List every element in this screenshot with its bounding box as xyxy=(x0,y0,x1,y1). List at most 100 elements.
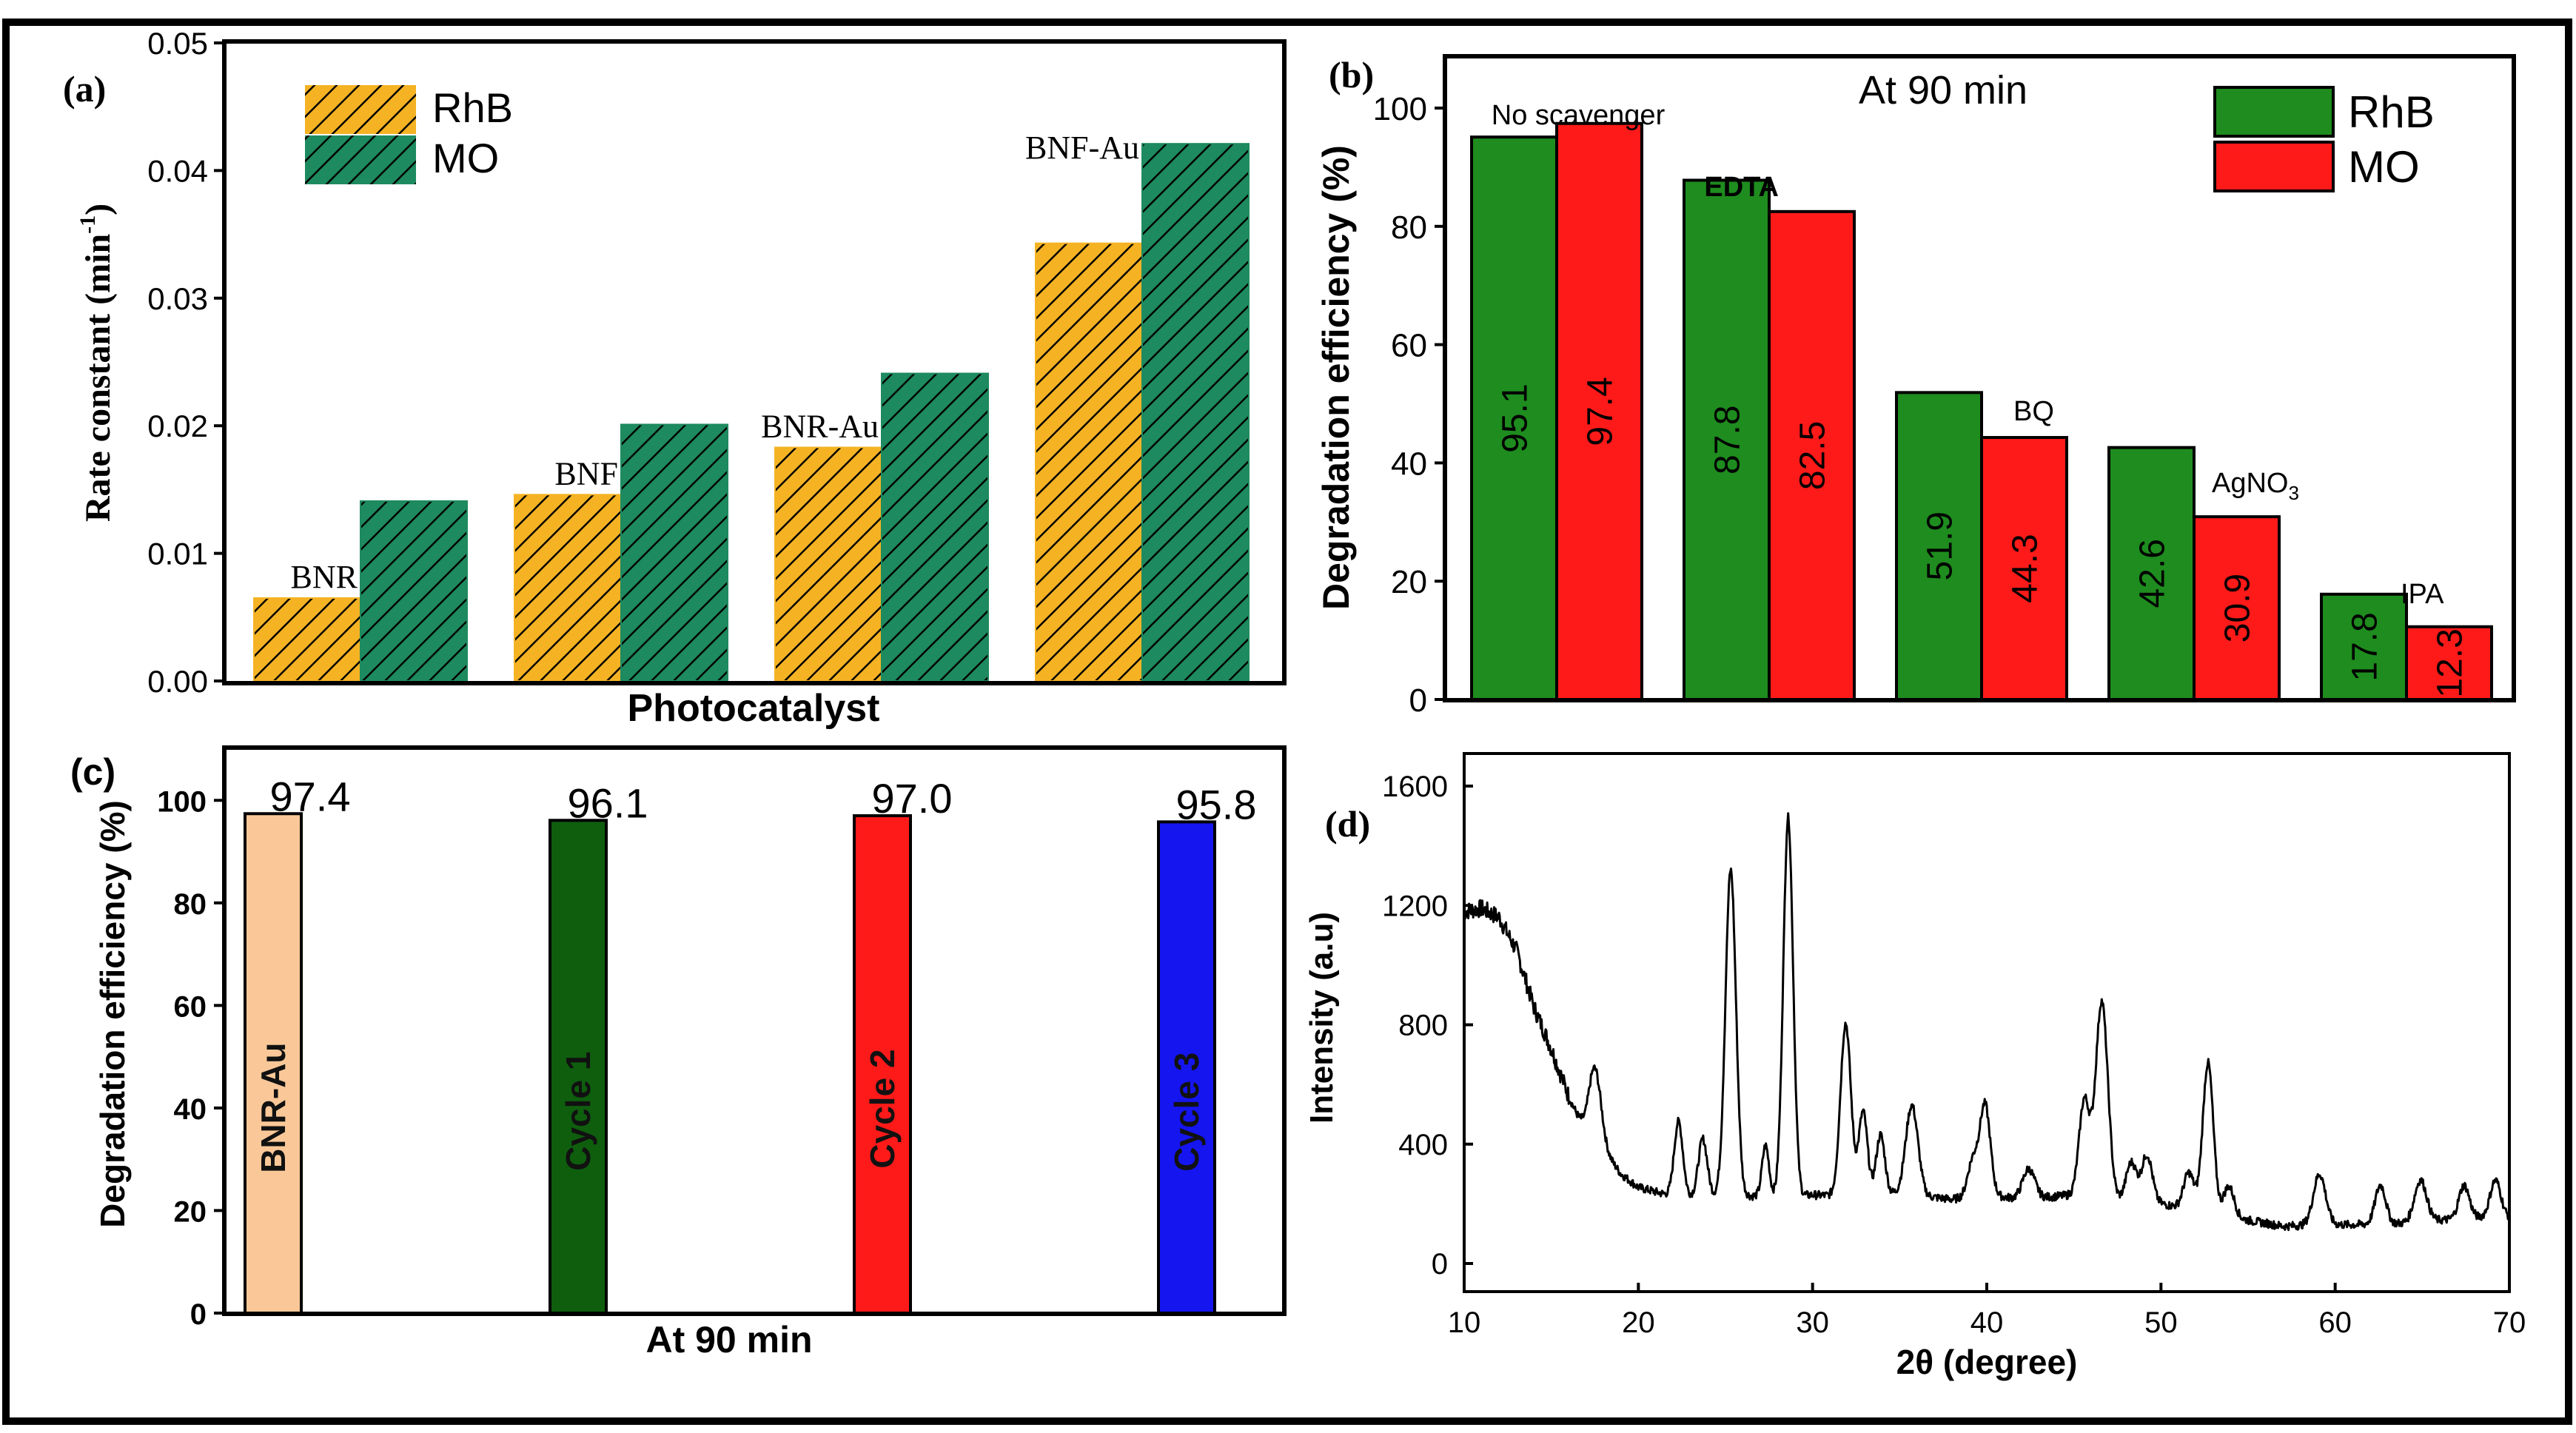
y-tick-label-a: 0.02 xyxy=(147,409,208,443)
y-axis-label-a: Rate constant (min-1) xyxy=(76,204,118,522)
x-axis-label-c: At 90 min xyxy=(645,1319,812,1360)
value-label-rhb: 17.8 xyxy=(2346,612,2385,681)
plot-frame-c xyxy=(222,745,1287,1316)
x-tick-label-d: 10 xyxy=(1448,1306,1481,1339)
x-axis-label-d: 2θ (degree) xyxy=(1896,1343,2078,1381)
legend-label-mo-b: MO xyxy=(2348,142,2420,192)
y-tick-label-d: 400 xyxy=(1398,1129,1448,1161)
value-label-mo: 12.3 xyxy=(2431,628,2470,697)
bar-rhb-bnr-au xyxy=(774,446,882,682)
legend-swatch-rhb-a xyxy=(305,85,416,134)
bar-mo-bnf xyxy=(620,423,728,682)
y-tick-label-a: 0.04 xyxy=(147,153,208,188)
y-tick-label-c: 80 xyxy=(174,888,207,921)
x-axis-label-a: Photocatalyst xyxy=(628,687,880,730)
bar-mo-agno xyxy=(2193,515,2281,702)
y-tick-label-b: 80 xyxy=(1391,209,1427,246)
value-label-cycle-1: 96.1 xyxy=(568,779,648,826)
y-tick-label-c: 0 xyxy=(190,1298,207,1331)
category-label-bnr-au: BNR-Au xyxy=(761,409,879,445)
legend-label-rhb-b: RhB xyxy=(2348,87,2435,137)
x-tick-label-d: 20 xyxy=(1622,1306,1655,1339)
bar-rhb-no-scavenger xyxy=(1470,135,1558,701)
y-tick-label-c: 40 xyxy=(174,1093,207,1126)
value-label-mo: 82.5 xyxy=(1794,421,1833,490)
plot-frame-b xyxy=(1443,54,2516,702)
category-label-ipa: IPA xyxy=(2401,579,2444,610)
y-tick-label-d: 1600 xyxy=(1382,771,1448,803)
x-tick-label-d: 50 xyxy=(2144,1306,2178,1339)
value-label-cycle-3: 95.8 xyxy=(1176,781,1257,828)
y-tick-label-b: 0 xyxy=(1409,682,1427,719)
bar-rhb-bnr xyxy=(253,597,361,682)
bar-rhb-bnf xyxy=(514,494,622,682)
legend-label-rhb-a: RhB xyxy=(432,84,513,131)
value-label-rhb: 42.6 xyxy=(2133,539,2173,608)
y-axis-label-d: Intensity (a.u) xyxy=(1304,912,1340,1124)
category-label-bnr-au: BNR-Au xyxy=(254,1042,292,1172)
value-label-rhb: 51.9 xyxy=(1921,511,1960,580)
xrd-pattern-line xyxy=(1463,812,2511,1232)
value-label-rhb: 95.1 xyxy=(1496,383,1535,452)
y-axis-label-a-end: ) xyxy=(78,204,118,215)
y-tick-label-a: 0.05 xyxy=(147,26,208,61)
panel-d: (d) 10 20 30 40 50 60 70 0 400 800 1200 1600 2θ (d… xyxy=(1304,752,2526,1381)
x-tick-label-d: 30 xyxy=(1796,1306,1829,1339)
x-tick-label-d: 60 xyxy=(2318,1306,2352,1339)
panel-label-d: (d) xyxy=(1325,803,1370,845)
category-label-bnf-au: BNF-Au xyxy=(1025,130,1139,166)
panel-c: (c) 97.4 BNR-Au 96.1 Cycle 1 97.0 Cycle 2 95.8… xyxy=(70,745,1287,1360)
panel-label-c: (c) xyxy=(70,751,115,793)
bar-rhb-bq xyxy=(1895,391,1983,701)
legend-swatch-mo-a xyxy=(305,135,416,184)
y-tick-label-c: 20 xyxy=(174,1195,207,1228)
category-label-bnf: BNF xyxy=(554,455,618,491)
y-tick-label-a: 0.01 xyxy=(147,537,208,571)
panel-b: (b) 95.1 97.4 87.8 82.5 51.9 44.3 42.6 30.9 17.8… xyxy=(1315,54,2516,719)
y-tick-label-d: 800 xyxy=(1398,1010,1448,1042)
y-tick-label-c: 60 xyxy=(174,990,207,1023)
category-label-cycle-2: Cycle 2 xyxy=(863,1049,902,1168)
y-axis-label-b: Degradation efficiency (%) xyxy=(1315,145,1357,610)
y-axis-label-c: Degradation efficiency (%) xyxy=(93,800,132,1228)
bar-bnr-au xyxy=(244,812,303,1315)
bar-rhb-bnf-au xyxy=(1035,242,1143,682)
y-tick-label-b: 60 xyxy=(1391,328,1427,364)
category-label-edta: EDTA xyxy=(1704,172,1779,203)
category-subscript: 3 xyxy=(2288,482,2298,504)
bar-cycle-1 xyxy=(549,819,608,1315)
value-label-mo: 44.3 xyxy=(2006,534,2045,603)
x-tick-label-d: 40 xyxy=(1970,1306,2004,1339)
category-label-cycle-3: Cycle 3 xyxy=(1167,1053,1206,1172)
legend-label-mo-a: MO xyxy=(432,135,499,181)
panel-label-b: (b) xyxy=(1329,54,1374,95)
y-tick-label-c: 100 xyxy=(157,785,207,818)
y-axis-label-a-sup: -1 xyxy=(76,215,100,234)
value-label-bnr-au: 97.4 xyxy=(270,773,351,819)
category-label-no-scavenger: No scavenger xyxy=(1492,100,1666,131)
value-label-mo: 97.4 xyxy=(1581,377,1620,446)
x-tick-label-d: 70 xyxy=(2493,1306,2526,1339)
bar-rhb-ipa xyxy=(2320,592,2408,702)
bar-rhb-agno xyxy=(2107,446,2196,701)
bar-mo-bnr-au xyxy=(881,372,989,682)
chart-title-b: At 90 min xyxy=(1859,68,2027,113)
bar-mo-edta xyxy=(1768,209,1856,701)
bar-mo-no-scavenger xyxy=(1555,121,1643,702)
bar-mo-bnf-au xyxy=(1141,143,1250,682)
y-tick-label-b: 40 xyxy=(1391,446,1427,482)
panel-label-a: (a) xyxy=(63,68,106,110)
category-label-bnr: BNR xyxy=(291,559,358,595)
category-label-cycle-1: Cycle 1 xyxy=(559,1052,597,1171)
y-tick-label-b: 100 xyxy=(1373,91,1427,127)
bar-mo-bq xyxy=(1980,436,2068,702)
y-axis-label-a-text: Rate constant (min xyxy=(78,234,118,522)
value-label-rhb: 87.8 xyxy=(1708,406,1748,474)
legend-swatch-mo-b xyxy=(2213,141,2335,192)
y-tick-label-a: 0.03 xyxy=(147,281,208,316)
bar-cycle-3 xyxy=(1157,820,1216,1315)
outer-frame xyxy=(2,19,2572,1425)
